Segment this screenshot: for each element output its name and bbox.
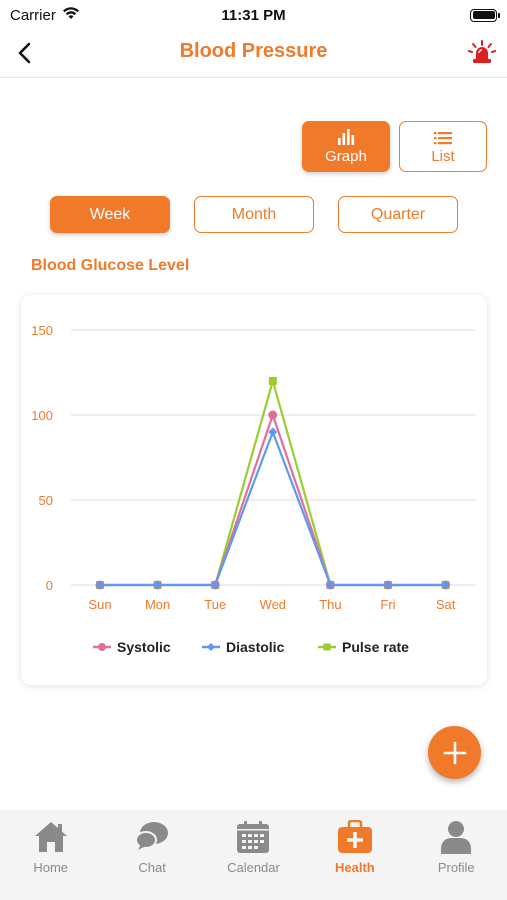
period-quarter-label: Quarter [370,205,426,223]
tab-health[interactable]: Health [310,818,400,900]
period-quarter-button[interactable]: Quarter [338,196,458,233]
period-month-button[interactable]: Month [194,196,314,233]
data-point-diastolic [325,580,335,590]
x-tick-label: Tue [204,597,226,612]
chat-bubbles-icon [134,818,170,856]
battery-icon [470,8,500,22]
x-tick-label: Mon [145,597,170,612]
period-month-label: Month [231,205,277,223]
tab-calendar[interactable]: Calendar [208,818,298,900]
y-tick-label: 0 [46,578,53,593]
legend-label-pulse-rate: Pulse rate [342,639,409,655]
series-line-diastolic [100,430,446,587]
page-title: Blood Pressure [179,40,328,62]
x-tick-label: Thu [319,597,341,612]
first-aid-kit-icon [337,818,373,856]
status-left: Carrier [10,6,80,24]
data-point-diastolic [268,427,278,437]
data-point-pulse-rate [268,377,277,385]
add-record-button[interactable] [428,726,481,779]
wifi-icon [62,6,80,24]
period-week-label: Week [89,205,131,223]
bar-chart-icon [337,128,355,145]
y-tick-label: 50 [39,493,53,508]
tab-chat-label: Chat [138,860,166,875]
line-chart: 0 50 100 150 Sun Mon Tue Wed Thu Fri Sat Systolic Di… [31,323,476,655]
status-bar: Carrier 11:31 PM [0,0,507,30]
alarm-button[interactable] [465,36,499,70]
home-icon [33,818,69,856]
tab-bar: Home Chat Calendar [0,810,507,900]
chart-card: 0 50 100 150 Sun Mon Tue Wed Thu Fri Sat Systolic Di… [21,295,487,685]
period-week-button[interactable]: Week [50,196,170,233]
legend-label-diastolic: Diastolic [226,639,285,655]
tab-profile[interactable]: Profile [411,818,501,900]
list-icon [434,129,452,145]
list-view-label: List [431,147,455,165]
legend-marker-pulse-rate [323,643,331,651]
person-icon [439,818,473,856]
calendar-icon [236,818,270,856]
legend-label-systolic: Systolic [117,639,171,655]
data-point-diastolic [153,580,163,590]
tab-chat[interactable]: Chat [107,818,197,900]
graph-view-button[interactable]: Graph [302,121,390,172]
x-tick-label: Sat [436,597,456,612]
data-point-diastolic [383,580,393,590]
graph-view-label: Graph [325,147,367,165]
legend-marker-diastolic [207,643,215,651]
tab-health-label: Health [334,860,375,875]
tab-home-label: Home [33,860,69,875]
siren-icon [468,40,496,63]
data-point-diastolic [95,580,105,590]
chevron-left-icon [18,42,31,64]
data-point-systolic [268,410,278,420]
list-view-button[interactable]: List [399,121,487,172]
legend-marker-systolic [98,643,106,651]
data-point-diastolic [210,580,220,590]
x-tick-label: Fri [380,597,395,612]
data-point-diastolic [441,580,451,590]
y-tick-label: 100 [31,408,53,423]
back-button[interactable] [8,36,42,70]
tab-calendar-label: Calendar [227,860,280,875]
section-title: Blood Glucose Level [31,257,190,274]
tab-home[interactable]: Home [6,818,96,900]
x-tick-label: Sun [88,597,111,612]
y-tick-label: 150 [31,323,53,338]
carrier-label: Carrier [10,6,56,24]
nav-bar: Blood Pressure [0,30,507,78]
plus-icon [443,741,466,764]
tab-profile-label: Profile [437,860,475,875]
x-tick-label: Wed [260,597,287,612]
